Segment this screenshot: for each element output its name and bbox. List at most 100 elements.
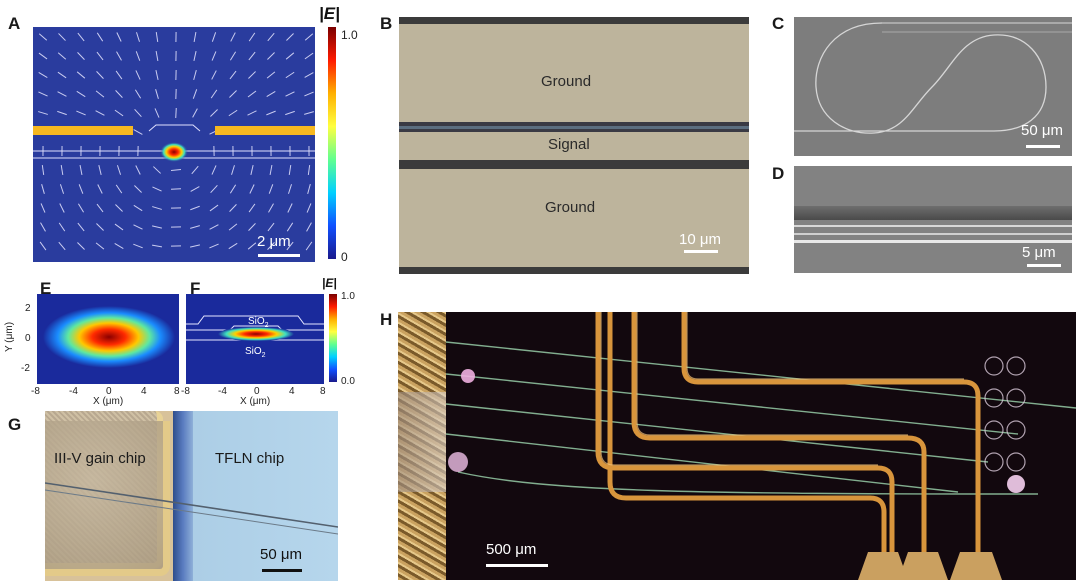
field-arrow xyxy=(209,224,219,230)
field-arrow xyxy=(133,224,143,230)
field-arrow xyxy=(77,32,85,42)
panel-e-xlabel: X (μm) xyxy=(93,396,124,407)
panel-f-layer-bottom: SiO2 xyxy=(245,346,266,359)
field-arrow xyxy=(190,225,200,229)
field-arrow xyxy=(209,243,219,249)
field-arrow xyxy=(228,223,238,231)
panel-e-xtick-4: 4 xyxy=(141,386,147,397)
panel-e-xtick-0: 0 xyxy=(106,386,112,397)
gain-chip-label: III-V gain chip xyxy=(54,450,146,467)
panel-c-sem-image xyxy=(794,17,1072,156)
field-arrow xyxy=(76,110,86,116)
panel-d-sem-image xyxy=(794,166,1072,273)
field-arrow xyxy=(210,89,218,99)
field-arrow xyxy=(267,32,275,42)
field-arrow xyxy=(285,110,295,116)
panel-f-colorbar-max: 1.0 xyxy=(341,291,355,302)
field-arrow xyxy=(247,110,257,116)
field-arrow xyxy=(135,70,141,80)
field-arrow xyxy=(155,70,159,80)
field-arrow xyxy=(38,72,48,78)
field-arrow xyxy=(305,241,313,251)
field-arrow xyxy=(96,71,104,79)
panel-f-xlabel: X (μm) xyxy=(240,396,271,407)
field-arrow xyxy=(116,51,122,61)
panel-a-scalebar-label: 2 μm xyxy=(257,233,291,250)
field-arrow xyxy=(170,168,182,172)
field-arrow xyxy=(304,91,314,97)
field-arrow xyxy=(98,165,102,175)
panel-e-xtick-m8: -8 xyxy=(31,386,40,397)
field-arrow xyxy=(57,52,67,60)
field-arrow xyxy=(95,110,105,116)
field-arrow xyxy=(155,50,159,62)
panel-e-letter: E xyxy=(40,279,52,298)
field-arrow xyxy=(96,32,104,42)
panel-e-ytick-m2: -2 xyxy=(21,363,30,374)
field-arrow xyxy=(154,108,160,118)
panel-b-electrode-image xyxy=(399,17,749,274)
panel-c-letter: C xyxy=(772,14,785,33)
field-arrow xyxy=(269,164,273,176)
field-arrow xyxy=(192,89,198,99)
field-arrow xyxy=(285,52,295,60)
field-arrow xyxy=(192,108,198,118)
field-arrow xyxy=(307,184,311,194)
field-arrow xyxy=(229,184,237,194)
panel-f-xtick-8: 8 xyxy=(320,386,326,397)
field-arrow xyxy=(41,184,45,194)
field-arrow xyxy=(114,243,124,249)
field-arrow xyxy=(304,72,314,78)
field-arrow xyxy=(155,31,159,43)
field-arrow xyxy=(247,242,257,250)
field-arrow xyxy=(306,203,312,213)
field-arrow xyxy=(211,32,217,42)
field-arrow xyxy=(267,242,275,250)
field-arrow xyxy=(59,203,65,213)
field-arrow xyxy=(249,184,255,194)
field-arrow xyxy=(191,165,199,175)
panel-d-scalebar xyxy=(1027,264,1061,267)
field-arrow xyxy=(116,165,122,175)
panel-a-colorbar-min: 0 xyxy=(341,250,348,264)
panel-f-mode-plot xyxy=(186,294,324,384)
field-arrow xyxy=(211,51,217,61)
field-arrow xyxy=(115,184,123,194)
field-arrow xyxy=(211,70,217,80)
panel-e-ytick-2: 2 xyxy=(25,303,31,314)
tfln-chip-label: TFLN chip xyxy=(215,450,285,467)
field-arrow xyxy=(152,206,162,210)
field-arrow xyxy=(287,203,293,213)
field-arrow xyxy=(250,165,254,175)
field-arrow xyxy=(193,51,197,61)
field-arrow xyxy=(211,165,217,175)
field-arrow xyxy=(115,204,123,212)
field-arrow xyxy=(230,32,236,42)
field-arrow xyxy=(266,71,276,79)
field-arrow xyxy=(229,51,237,61)
field-arrow xyxy=(248,32,256,42)
panel-f-xtick-m8: -8 xyxy=(181,386,190,397)
field-arrow xyxy=(115,90,123,98)
field-arrow xyxy=(190,244,200,248)
panel-f-xtick-m4: -4 xyxy=(218,386,227,397)
field-arrow xyxy=(134,108,142,118)
panel-d-letter: D xyxy=(772,164,785,183)
field-arrow xyxy=(38,111,48,115)
field-arrow xyxy=(76,71,86,79)
field-arrow xyxy=(306,222,312,232)
field-arrow xyxy=(304,33,314,41)
field-arrow xyxy=(136,32,140,42)
field-arrow xyxy=(229,90,237,98)
panel-e-mode-plot xyxy=(37,294,179,384)
field-arrow xyxy=(304,52,314,60)
field-arrow xyxy=(58,241,66,251)
panel-e-ytick-0: 0 xyxy=(25,333,31,344)
field-arrow xyxy=(96,203,104,213)
panel-g-letter: G xyxy=(8,415,22,434)
field-arrow xyxy=(97,184,103,194)
field-arrow xyxy=(193,70,197,80)
field-arrow xyxy=(79,164,83,176)
panel-b-scalebar xyxy=(684,250,718,253)
ground-top-label: Ground xyxy=(541,73,592,90)
